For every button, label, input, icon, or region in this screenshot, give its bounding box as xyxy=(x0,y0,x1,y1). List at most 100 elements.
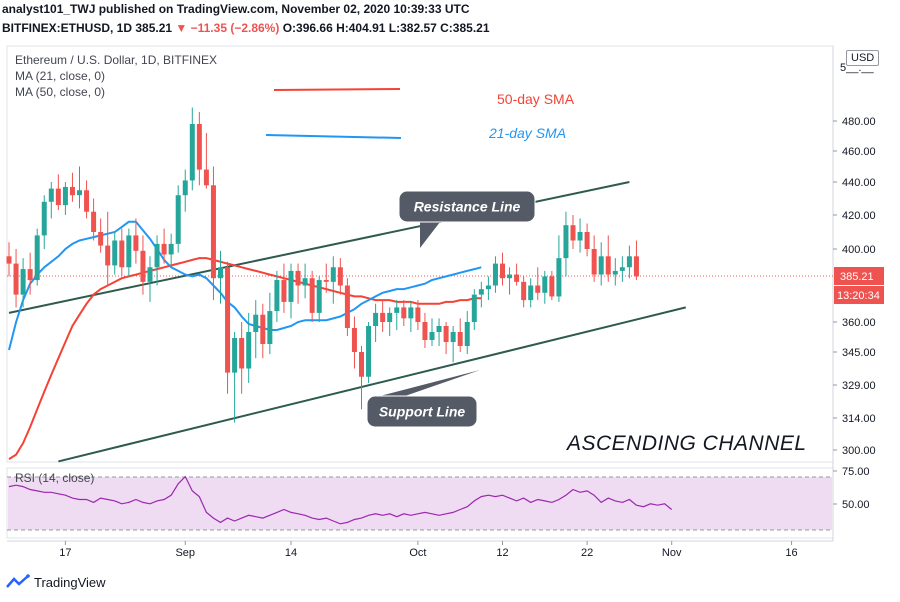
candle-body xyxy=(380,312,386,322)
candle-body xyxy=(239,338,245,369)
legend-ma50[interactable]: MA (50, close, 0) xyxy=(15,85,106,99)
y-tick-label: 345.00 xyxy=(842,347,876,359)
candle-body xyxy=(69,186,75,196)
candle-body xyxy=(478,289,484,295)
candle-body xyxy=(175,195,181,244)
resistance-callout-box xyxy=(398,190,536,223)
tradingview-icon xyxy=(6,574,30,588)
sma50-annotation: 50-day SMA xyxy=(497,91,575,107)
resistance-callout: Resistance Line xyxy=(398,190,536,248)
rsi-tick-label: 50.00 xyxy=(842,499,870,511)
candle-body xyxy=(323,280,329,282)
brand-name: TradingView xyxy=(34,574,106,590)
x-axis-ticks: 17 Sep 14 Oct 12 22 Nov 16 xyxy=(59,541,798,559)
candle-body xyxy=(253,314,259,332)
resistance-callout-tail xyxy=(420,222,440,248)
publish-info: analyst101_TWJ published on TradingView.… xyxy=(2,2,470,16)
candle-body xyxy=(225,267,231,373)
candle-body xyxy=(84,190,90,212)
candle-body xyxy=(295,270,301,286)
candle-body xyxy=(20,269,26,295)
support-callout-tail xyxy=(380,370,480,396)
candle-body xyxy=(62,186,68,206)
candle-body xyxy=(584,232,590,249)
candle-body xyxy=(218,267,223,279)
ohlc-values: O:396.66 H:404.91 L:382.57 C:385.21 xyxy=(282,21,490,35)
candle-body xyxy=(626,256,632,268)
countdown-tag: 13:20:34 xyxy=(837,290,880,302)
sma21-annotation: 21-day SMA xyxy=(488,125,566,141)
y-axis-ticks: 300.00 314.00 329.00 345.00 360.00 400.00 420.… xyxy=(833,62,876,457)
candle-body xyxy=(309,278,315,313)
candles xyxy=(6,107,639,423)
candle-body xyxy=(549,276,555,297)
candle-body xyxy=(48,188,54,202)
x-tick-label: 22 xyxy=(581,547,593,559)
candle-body xyxy=(619,267,625,271)
candle-body xyxy=(556,258,562,297)
y-tick-label: 360.00 xyxy=(842,317,876,329)
candle-body xyxy=(450,332,456,342)
candle-body xyxy=(260,314,266,344)
candle-body xyxy=(366,326,372,377)
support-callout-text: Support Line xyxy=(379,404,466,420)
tradingview-logo[interactable]: TradingView xyxy=(6,574,106,590)
candle-body xyxy=(351,328,357,352)
candle-body xyxy=(182,180,188,196)
candle-body xyxy=(521,281,527,301)
y-tick-label: 440.00 xyxy=(842,177,876,189)
candle-body xyxy=(133,235,139,251)
candle-body xyxy=(34,235,40,281)
candle-body xyxy=(359,352,364,377)
candle-body xyxy=(443,326,449,342)
candle-body xyxy=(464,322,470,346)
price-tag-bg xyxy=(834,266,884,285)
candle-body xyxy=(210,185,216,279)
countdown-tag-bg xyxy=(834,285,884,304)
y-tick-label: 460.00 xyxy=(842,146,876,158)
candle-body xyxy=(147,267,153,282)
candle-body xyxy=(394,307,400,313)
candle-body xyxy=(633,256,639,277)
price-tag: 385.21 xyxy=(840,271,874,283)
candle-body xyxy=(140,250,146,282)
support-callout-box xyxy=(366,395,478,428)
candle-body xyxy=(492,263,498,286)
candle-body xyxy=(535,285,541,293)
last-price: 385.21 xyxy=(135,21,173,35)
candle-body xyxy=(387,312,393,322)
candle-body xyxy=(189,124,195,181)
candle-body xyxy=(344,285,350,328)
legend-ma21[interactable]: MA (21, close, 0) xyxy=(15,69,106,83)
candle-body xyxy=(302,278,308,286)
candle-body xyxy=(429,332,435,340)
candle-body xyxy=(203,169,209,186)
legend-title: Ethereum / U.S. Dollar, 1D, BITFINEX xyxy=(15,53,218,67)
candle-body xyxy=(563,225,569,259)
currency-button[interactable]: USD xyxy=(846,50,880,66)
sma50-legend-line xyxy=(273,88,401,91)
candle-body xyxy=(471,294,477,322)
candle-body xyxy=(507,274,513,279)
candle-body xyxy=(330,267,336,282)
candle-body xyxy=(408,307,414,319)
y-tick-label: 420.00 xyxy=(842,210,876,222)
candle-body xyxy=(77,190,82,196)
rsi-tick-label: 75.00 xyxy=(842,466,870,478)
candle-body xyxy=(105,245,111,266)
y-tick-label: 314.00 xyxy=(842,413,876,425)
candle-body xyxy=(274,280,280,312)
sma21-legend-line xyxy=(265,134,402,139)
candle-body xyxy=(591,249,597,275)
candle-body xyxy=(485,285,491,290)
ma50-line xyxy=(8,257,482,460)
y-tick-label: 480.00 xyxy=(842,116,876,128)
candle-body xyxy=(6,256,12,264)
candle-body xyxy=(612,270,618,275)
candle-body xyxy=(91,211,97,232)
candle-body xyxy=(41,201,47,236)
rsi-label: RSI (14, close) xyxy=(15,471,94,485)
x-tick-label: 14 xyxy=(285,547,297,559)
candle-body xyxy=(316,280,322,313)
